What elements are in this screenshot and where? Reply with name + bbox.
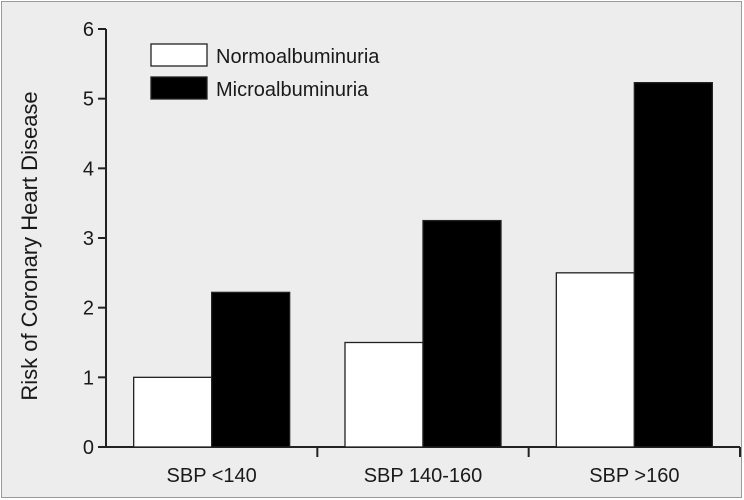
y-tick-label: 0 xyxy=(83,437,94,459)
legend-label: Normoalbuminuria xyxy=(216,46,380,68)
x-tick-label: SBP >160 xyxy=(589,465,679,487)
legend-label: Microalbuminuria xyxy=(216,79,369,101)
y-axis-title: Risk of Coronary Heart Disease xyxy=(17,91,42,400)
x-tick-label: SBP 140-160 xyxy=(364,465,483,487)
y-tick-label: 3 xyxy=(83,228,94,250)
y-tick-label: 6 xyxy=(83,19,94,41)
x-tick-label: SBP <140 xyxy=(167,465,257,487)
bars xyxy=(133,81,713,448)
y-tick-label: 5 xyxy=(83,89,94,111)
bar-microalbuminuria xyxy=(633,81,713,448)
bar-normoalbuminuria xyxy=(344,341,424,448)
legend: Normoalbuminuria Microalbuminuria xyxy=(150,43,380,101)
bar-microalbuminuria xyxy=(211,291,291,448)
y-tick-label: 2 xyxy=(83,298,94,320)
y-tick-label: 4 xyxy=(83,158,94,180)
bar-normoalbuminuria xyxy=(133,376,213,448)
y-tick-label: 1 xyxy=(83,367,94,389)
bar-normoalbuminuria xyxy=(555,272,635,448)
bar-microalbuminuria xyxy=(422,219,502,448)
legend-swatch xyxy=(150,43,208,67)
legend-swatch xyxy=(150,76,208,100)
